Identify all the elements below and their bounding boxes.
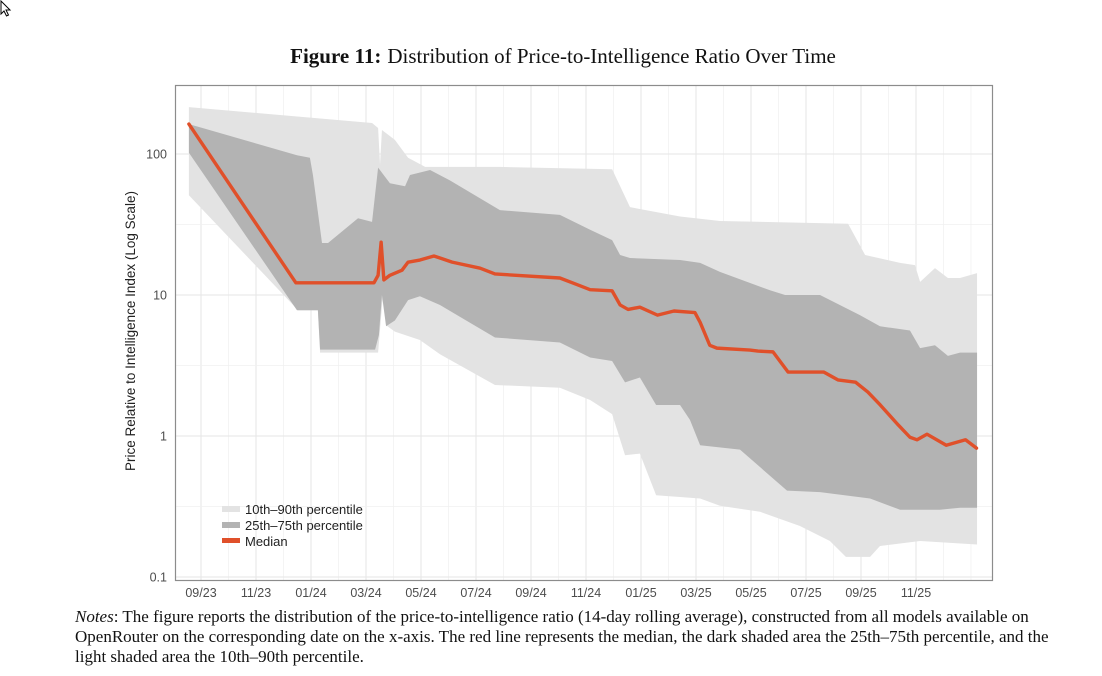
legend: 10th–90th percentile 25th–75th percentil… [222, 502, 363, 549]
x-tick-label: 05/25 [735, 586, 766, 600]
legend-swatch-median [222, 538, 240, 543]
x-tick-label: 03/25 [680, 586, 711, 600]
figure-title: Figure 11: Distribution of Price-to-Intel… [0, 44, 1102, 69]
x-tick-label: 05/24 [405, 586, 436, 600]
y-tick-label: 100 [146, 148, 167, 162]
legend-label-p25-75: 25th–75th percentile [245, 518, 363, 533]
x-tick-label: 03/24 [350, 586, 381, 600]
legend-swatch-p10-90 [222, 506, 240, 512]
y-tick-label: 0.1 [150, 571, 167, 585]
figure-label: Figure 11: [290, 44, 382, 68]
x-tick-label: 11/25 [901, 586, 931, 600]
x-tick-label: 01/24 [295, 586, 326, 600]
x-tick-label: 07/24 [460, 586, 491, 600]
y-axis-label: Price Relative to Intelligence Index (Lo… [123, 191, 138, 471]
legend-label-median: Median [245, 534, 288, 549]
x-tick-label: 09/25 [845, 586, 876, 600]
x-tick-label: 09/24 [515, 586, 546, 600]
x-tick-label: 11/24 [571, 586, 601, 600]
x-tick-label: 01/25 [625, 586, 656, 600]
band-25th-75th-percentile [188, 124, 978, 510]
x-tick-label: 11/23 [241, 586, 271, 600]
x-tick-label: 07/25 [790, 586, 821, 600]
median-line [187, 122, 979, 450]
x-tick-label: 09/23 [185, 586, 216, 600]
legend-label-p10-90: 10th–90th percentile [245, 502, 363, 517]
notes-text: : The figure reports the distribution of… [75, 607, 1049, 666]
figure-notes: Notes: The figure reports the distributi… [75, 607, 1065, 667]
bands [188, 107, 978, 557]
notes-label: Notes [75, 607, 114, 626]
x-axis-ticks: 09/23 11/23 01/24 03/24 05/24 07/24 09/24 11/24… [185, 586, 931, 600]
y-axis-ticks: 0.1 1 10 100 [146, 148, 167, 585]
legend-swatch-p25-75 [222, 522, 240, 528]
plot-border [174, 84, 994, 582]
mouse-cursor-icon [0, 0, 12, 17]
y-tick-label: 1 [160, 430, 167, 444]
lines [187, 122, 979, 450]
y-tick-label: 10 [153, 289, 167, 303]
figure-title-text: Distribution of Price-to-Intelligence Ra… [387, 44, 836, 68]
